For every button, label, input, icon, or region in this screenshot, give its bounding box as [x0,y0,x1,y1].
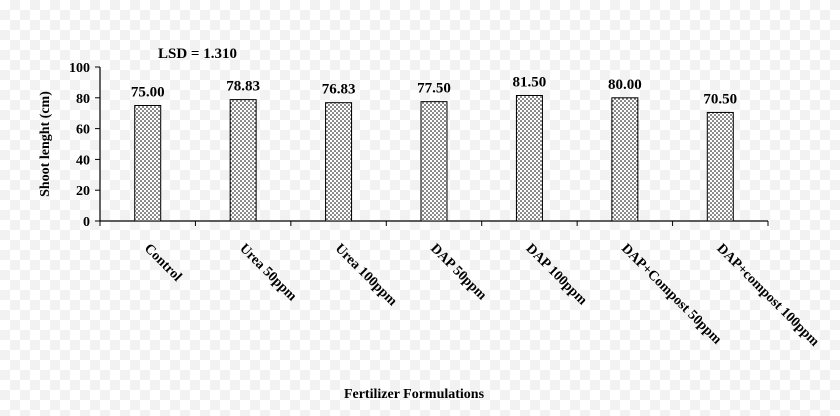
bars [134,94,734,222]
category-label: Control [141,241,185,285]
category-label: Urea 100ppm [332,241,400,309]
value-labels: 75.00 78.83 76.83 77.50 81.50 80.00 70.50 [131,74,737,107]
y-tick-labels: 0 20 40 60 80 100 [69,61,90,230]
y-tick-label: 40 [76,153,90,168]
bar [611,97,639,222]
category-labels: Control Urea 50ppm Urea 100ppm DAP 50ppm DAP… [141,241,822,350]
y-tick-label: 20 [76,184,90,199]
data-label: 76.83 [322,82,356,98]
data-label: 80.00 [608,77,642,93]
y-tick-label: 80 [76,92,90,107]
x-axis-title: Fertilizer Formulations [344,387,485,402]
data-label: 78.83 [226,79,260,95]
y-tick-label: 60 [76,123,90,138]
data-label: 77.50 [417,81,451,97]
y-tick-label: 100 [69,61,90,76]
bar [134,105,162,222]
y-tick-label: 0 [83,215,90,230]
category-label: DAP+Compost 50ppm [618,241,724,347]
lsd-annotation: LSD = 1.310 [158,46,237,62]
bar [515,94,543,222]
category-label: DAP+compost 100ppm [713,241,822,350]
data-label: 81.50 [513,74,547,90]
category-label: DAP 100ppm [523,241,590,308]
bar [325,102,353,222]
data-label: 75.00 [131,85,165,101]
bar [420,101,448,222]
bar [229,99,257,222]
category-label: Urea 50ppm [236,241,299,304]
category-label: DAP 50ppm [427,241,489,303]
y-axis-title: Shoot lenght (cm) [38,91,53,197]
data-label: 70.50 [703,91,737,107]
bar [706,111,734,222]
